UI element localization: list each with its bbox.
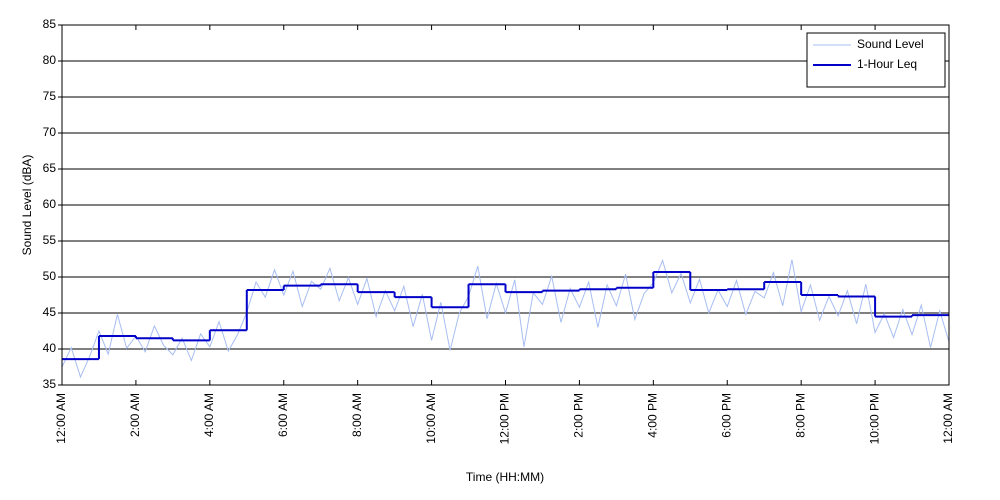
legend-label: 1-Hour Leq [857,57,917,71]
plot-frame [61,24,950,386]
y-tick-label: 65 [43,161,57,175]
x-tick-label: 2:00 PM [572,393,586,438]
x-axis-label: Time (HH:MM) [466,470,544,484]
x-tick-label: 8:00 PM [793,393,807,438]
y-tick-label: 75 [43,89,57,103]
x-tick-label: 4:00 AM [202,393,216,437]
x-tick-label: 10:00 AM [424,393,438,444]
y-tick-label: 70 [43,125,57,139]
y-axis-label: Sound Level (dBA) [20,155,34,256]
x-tick-label: 8:00 AM [350,393,364,437]
x-tick-label: 4:00 PM [646,393,660,438]
y-tick-label: 50 [43,269,57,283]
y-tick-label: 40 [43,341,57,355]
x-tick-label: 6:00 AM [276,393,290,437]
y-tick-label: 85 [43,17,57,31]
y-tick-label: 55 [43,233,57,247]
x-tick-label: 12:00 AM [941,393,955,444]
y-tick-label: 45 [43,305,57,319]
x-tick-label: 10:00 PM [867,393,881,444]
y-tick-label: 60 [43,197,57,211]
x-tick-label: 6:00 PM [719,393,733,438]
x-tick-label: 2:00 AM [128,393,142,437]
legend-box [806,32,946,88]
legend-label: Sound Level [857,37,924,51]
x-tick-label: 12:00 PM [498,393,512,444]
x-tick-label: 12:00 AM [54,393,68,444]
y-tick-label: 80 [43,53,57,67]
sound-level-line [61,258,950,379]
y-tick-label: 35 [43,377,57,391]
